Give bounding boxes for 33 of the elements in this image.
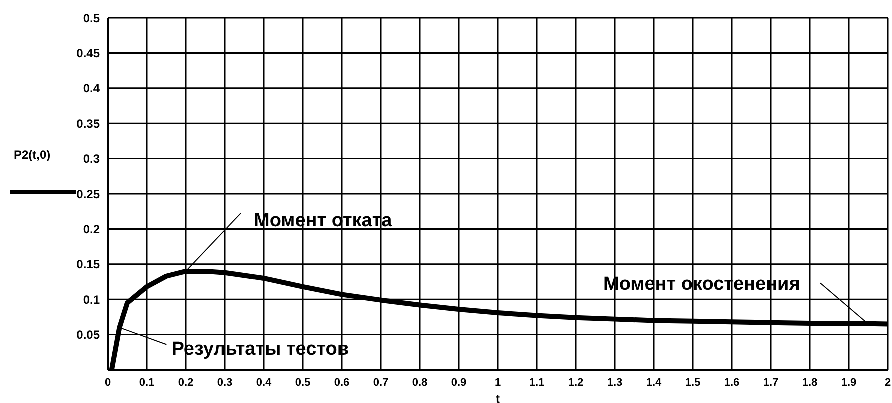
x-tick-label: 0.6 [334,376,350,389]
x-tick-label: 0.7 [373,376,389,389]
y-tick-label: 0.15 [76,258,100,272]
x-tick-label: 0.3 [217,376,233,389]
y-tick-label: 0.3 [83,152,100,166]
x-tick-label: 0 [104,376,112,389]
y-tick-label: 0.25 [76,187,100,202]
x-tick-label: 1.5 [685,376,701,389]
y-tick-label: 0.2 [83,222,100,236]
x-tick-label: 1.8 [802,376,818,389]
x-tick-label: 0.5 [295,376,311,389]
x-tick-label: 0.4 [256,376,273,389]
x-tick-label: 1.2 [568,376,584,389]
x-tick-label: 1.1 [529,376,545,389]
x-tick-label: 1.6 [724,376,740,389]
x-tick-label: 0.9 [451,376,467,389]
y-tick-label: 0.35 [76,116,100,131]
x-tick-label: 1.3 [607,376,623,389]
y-tick-label: 0.45 [76,46,100,60]
x-axis-title: t [496,392,500,403]
y-tick-label: 0.4 [83,82,100,96]
y-tick-label: 0.05 [76,328,100,342]
x-tick-label: 0.8 [412,376,428,389]
y-tick-label: 0.1 [83,292,100,307]
x-tick-label: 2 [884,376,892,389]
text: P2(t,0) [14,148,52,162]
x-tick-label: 0.2 [178,376,194,389]
x-tick-label: 1.7 [763,376,779,389]
x-tick-label: 1.4 [646,376,663,389]
x-tick-label: 0.1 [139,376,155,389]
x-tick-label: 1.9 [841,376,857,389]
y-tick-label: 0.5 [83,11,100,26]
x-tick-label: 1 [494,376,502,389]
